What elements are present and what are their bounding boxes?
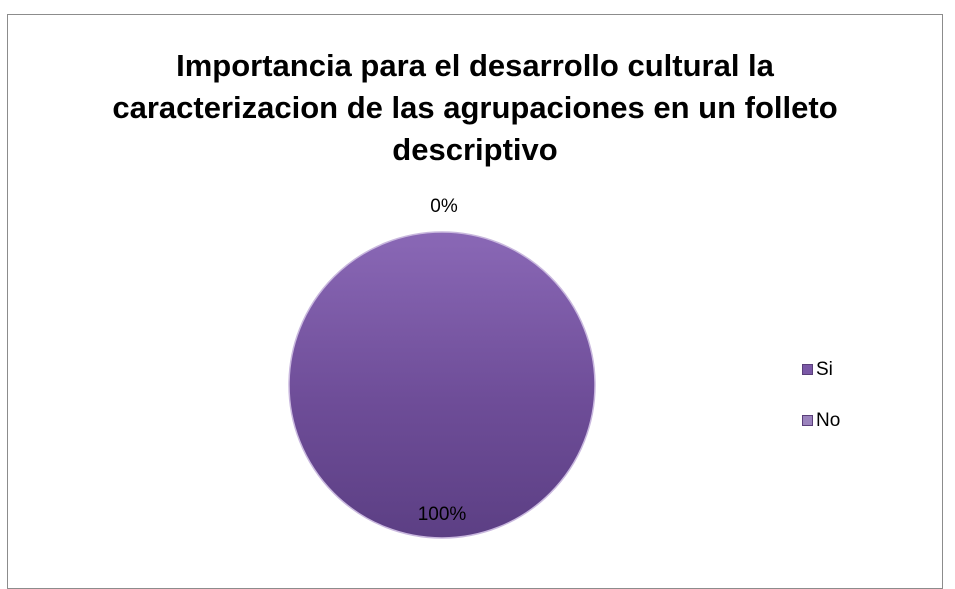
legend: Si No xyxy=(802,358,840,460)
legend-swatch-si xyxy=(802,364,813,375)
data-label-si: 100% xyxy=(418,504,467,525)
chart-title-line-1: Importancia para el desarrollo cultural … xyxy=(176,48,774,83)
legend-swatch-no xyxy=(802,415,813,426)
chart-title-line-3: descriptivo xyxy=(392,132,558,167)
legend-label-no: No xyxy=(816,409,841,431)
chart-title: Importancia para el desarrollo cultural … xyxy=(8,45,942,171)
pie-labels: 100% 0% xyxy=(418,196,467,525)
pie-plot: 100% 0% xyxy=(288,196,596,539)
legend-item-no: No xyxy=(802,409,840,432)
pie-slices xyxy=(288,231,596,539)
legend-label-si: Si xyxy=(816,358,833,380)
chart-title-line-2: caracterizacion de las agrupaciones en u… xyxy=(112,90,838,125)
legend-item-si: Si xyxy=(802,358,840,381)
chart-frame: Importancia para el desarrollo cultural … xyxy=(7,14,943,589)
data-label-no: 0% xyxy=(430,196,458,217)
pie-slice-si xyxy=(288,231,596,539)
